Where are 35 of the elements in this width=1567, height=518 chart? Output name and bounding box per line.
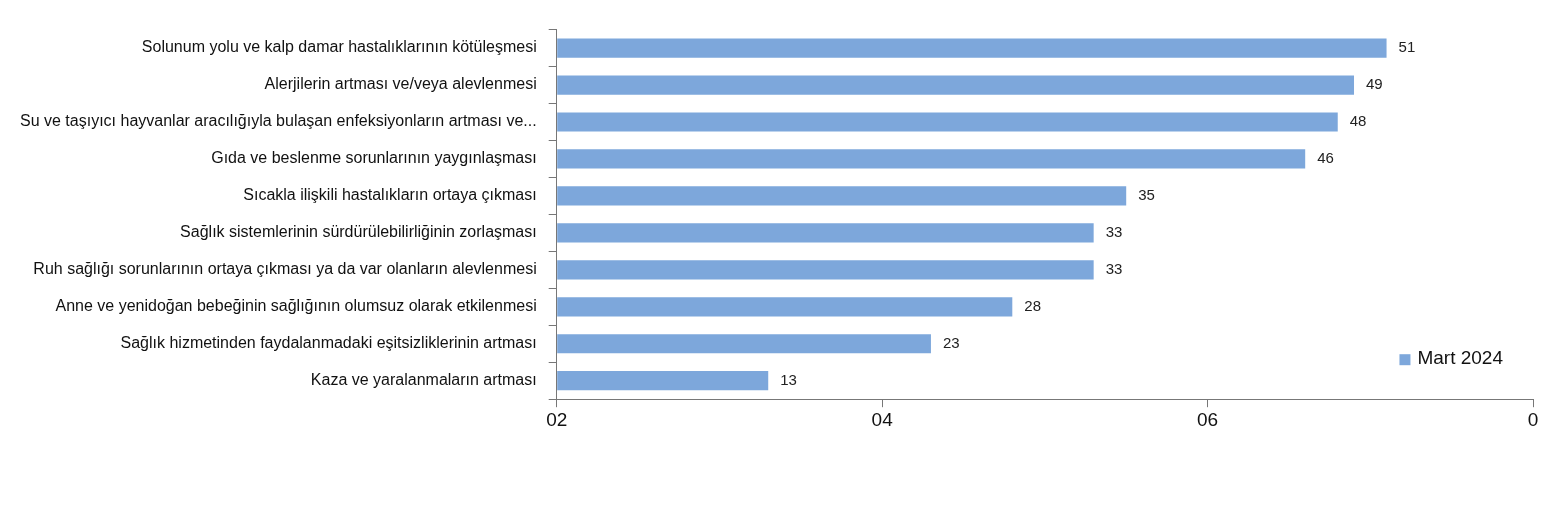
data-label: 33 xyxy=(1105,259,1123,277)
y-tick-label: Gıda ve beslenme sorunlarının yaygınlaşması xyxy=(211,149,537,167)
y-tick-label: Alerjilerin artması ve/veya alevlenmesi xyxy=(264,75,537,93)
y-tick-label: Su ve taşıyıcı hayvanlar aracılığıyla bulaşan enfeksiyonların artması ve... xyxy=(19,112,537,130)
legend-label: Mart 2024 xyxy=(1417,347,1504,369)
y-tick-label: Anne ve yenidoğan bebeğinin sağlığının olumsuz olarak etkilenmesi xyxy=(55,297,537,315)
data-label: 28 xyxy=(1024,296,1041,314)
bar xyxy=(557,297,1013,317)
bar xyxy=(557,112,1338,132)
bar xyxy=(557,75,1355,95)
text: 0 xyxy=(1527,408,1539,430)
bar xyxy=(557,334,931,354)
data-label: 48 xyxy=(1349,112,1367,130)
text: 06 xyxy=(1197,408,1219,430)
y-tick-label: Solunum yolu ve kalp damar hastalıklarının kötüleşmesi xyxy=(141,38,537,56)
data-label: 23 xyxy=(942,333,960,351)
data-label: 46 xyxy=(1317,149,1334,167)
data-label: 35 xyxy=(1138,186,1155,204)
bar xyxy=(557,38,1387,58)
text: 04 xyxy=(871,408,894,430)
data-label: 49 xyxy=(1366,75,1383,93)
bar xyxy=(557,371,769,391)
data-label: 33 xyxy=(1105,223,1123,241)
bar xyxy=(557,149,1306,169)
y-tick-label: Sağlık hizmetinden faydalanmadaki eşitsizliklerinin artması xyxy=(120,334,537,352)
bar xyxy=(557,223,1094,243)
y-tick-label: Sağlık sistemlerinin sürdürülebilirliğinin zorlaşması xyxy=(180,223,537,241)
bar xyxy=(557,260,1094,280)
data-label: 13 xyxy=(780,370,797,388)
y-tick-label: Sıcakla ilişkili hastalıkların ortaya çıkması xyxy=(243,186,537,204)
y-tick-label: Kaza ve yaralanmaların artması xyxy=(310,371,537,389)
y-tick-label: Ruh sağlığı sorunlarının ortaya çıkması ya da var olanların alevlenmesi xyxy=(33,260,537,278)
bar xyxy=(557,186,1127,206)
text: 02 xyxy=(546,408,568,430)
data-label: 51 xyxy=(1398,38,1416,56)
